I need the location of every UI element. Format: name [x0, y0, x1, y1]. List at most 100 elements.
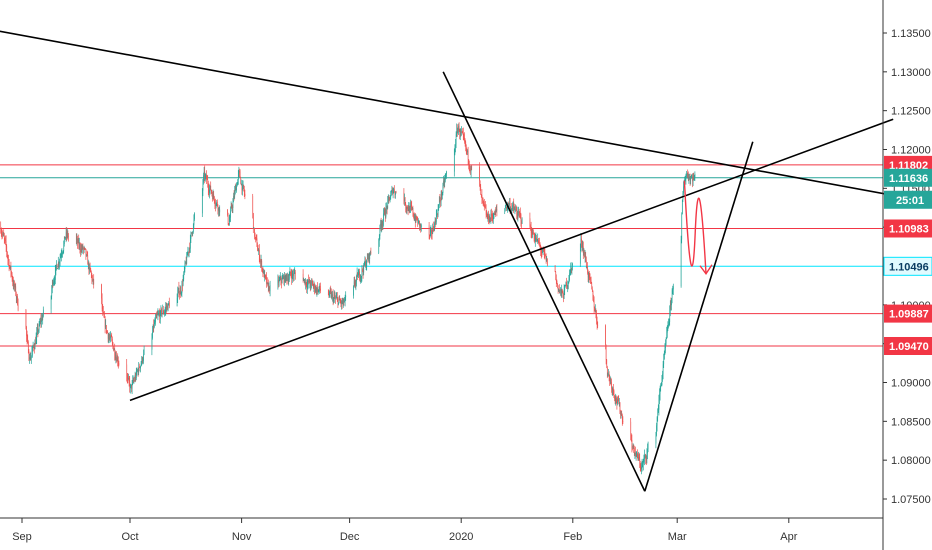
candle-body — [580, 238, 582, 248]
candle-body — [311, 281, 312, 283]
candle-body — [131, 384, 132, 389]
candle-body — [182, 279, 184, 286]
candle-body — [115, 357, 117, 359]
candle-body — [93, 279, 95, 285]
candle-body — [343, 298, 344, 303]
candle-body — [538, 242, 540, 243]
candle-body — [310, 283, 311, 287]
candle-body — [387, 200, 389, 209]
candle-body — [435, 220, 437, 223]
candle-body — [365, 261, 366, 267]
candle-body — [590, 279, 592, 284]
candle-body — [535, 237, 537, 240]
candle-body — [233, 196, 234, 203]
candle-body — [12, 279, 14, 283]
candle-body — [239, 171, 240, 172]
candle-body — [238, 171, 240, 174]
candle-body — [264, 274, 266, 278]
candle-body — [35, 342, 36, 344]
candle-body — [567, 284, 569, 287]
candle-body — [380, 223, 381, 226]
candle-body — [10, 265, 11, 268]
candle-body — [16, 293, 17, 299]
candle-body — [290, 271, 291, 274]
x-tick-label: Oct — [121, 531, 138, 543]
candle-body — [663, 358, 665, 365]
candle-body — [338, 299, 340, 303]
candle-body — [437, 209, 439, 216]
candle-body — [291, 275, 293, 280]
candle-body — [596, 320, 598, 326]
candle-body — [217, 205, 219, 211]
candle-body — [8, 259, 9, 261]
candle-body — [512, 204, 514, 206]
candle-body — [313, 285, 314, 287]
candle-body — [235, 186, 237, 191]
candle-body — [458, 125, 460, 132]
candle-body — [481, 194, 482, 196]
candle-body — [2, 234, 3, 236]
candle-body — [0, 227, 2, 232]
candle-body — [9, 267, 11, 269]
candle-body — [516, 210, 518, 215]
candle-body — [58, 262, 59, 269]
candle-body — [13, 282, 14, 287]
candle-body — [681, 214, 683, 240]
candle-body — [187, 254, 188, 256]
candle-body — [370, 252, 371, 254]
candle-body — [471, 166, 473, 168]
candle-body — [469, 168, 471, 171]
candle-body — [279, 279, 281, 281]
candle-body — [505, 207, 506, 209]
candle-body — [492, 216, 494, 220]
y-tick-label: 1.13000 — [891, 67, 931, 79]
candle-body — [479, 166, 480, 181]
candle-body — [127, 376, 128, 379]
candle-body — [463, 134, 465, 138]
candle-body — [360, 276, 362, 280]
candle-body — [367, 257, 369, 260]
x-tick-label: Apr — [780, 531, 797, 543]
candle-body — [460, 131, 461, 135]
candle-body — [314, 283, 315, 290]
candle-body — [161, 313, 163, 315]
candle-body — [617, 399, 618, 404]
candle-body — [4, 238, 6, 240]
candle-body — [130, 386, 131, 389]
candle-body — [483, 200, 485, 202]
candle-body — [632, 444, 634, 449]
candle-body — [658, 409, 659, 413]
candle-body — [155, 314, 157, 319]
candle-body — [219, 209, 221, 213]
candle-body — [584, 252, 585, 257]
candle-body — [188, 248, 190, 253]
candle-body — [554, 265, 556, 273]
candle-body — [320, 288, 321, 291]
candle-body — [591, 283, 593, 289]
candle-body — [480, 186, 482, 195]
candle-body — [262, 268, 264, 274]
candle-body — [278, 279, 279, 283]
candle-body — [440, 193, 442, 202]
candle-body — [83, 248, 84, 250]
candle-body — [616, 400, 618, 404]
candle-body — [64, 236, 66, 239]
candle-body — [461, 131, 462, 133]
candle-body — [334, 296, 335, 300]
candle-body — [316, 287, 317, 292]
x-axis[interactable]: Sep Oct Nov Dec 2020 Feb Mar Apr — [12, 518, 798, 543]
candle-body — [412, 207, 414, 214]
candle-body — [385, 208, 387, 217]
candle-body — [278, 280, 280, 283]
candle-body — [392, 191, 394, 194]
candle-body — [130, 384, 132, 387]
candle-body — [235, 186, 236, 192]
candle-body — [413, 213, 414, 217]
candle-body — [158, 313, 160, 315]
candle-body — [217, 201, 218, 206]
candle-body — [233, 196, 235, 197]
candle-body — [515, 209, 517, 211]
candle-body — [284, 275, 286, 282]
candle-body — [437, 214, 438, 216]
candle-body — [259, 249, 260, 259]
